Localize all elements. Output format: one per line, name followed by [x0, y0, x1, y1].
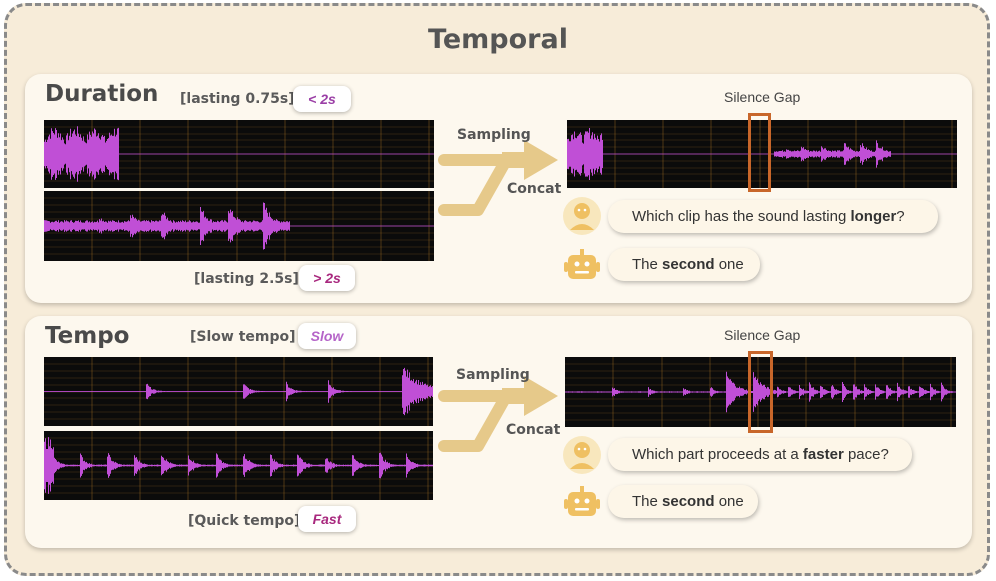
tempo-heading: Tempo	[45, 323, 130, 349]
duration-bottom-label: [lasting 2.5s]	[194, 271, 299, 287]
duration-concat-label: Concat	[507, 181, 562, 197]
duration-silence-gap-label: Silence Gap	[724, 89, 801, 105]
duration-heading: Duration	[45, 81, 159, 107]
duration-question-bubble: Which clip has the sound lasting longer?	[608, 200, 938, 233]
robot-avatar-icon	[564, 486, 600, 516]
tempo-sampling-label: Sampling	[456, 367, 530, 383]
tempo-fast-waveform	[44, 431, 433, 500]
tempo-silence-gap-label: Silence Gap	[724, 327, 801, 343]
duration-panel	[25, 74, 972, 303]
right-arrow-icon	[438, 376, 558, 452]
tempo-bottom-pill: Fast	[298, 506, 356, 532]
duration-top-pill: < 2s	[293, 86, 351, 112]
duration-long-waveform	[44, 191, 434, 261]
duration-bottom-pill: > 2s	[299, 265, 355, 291]
duration-question-text: Which clip has the sound lasting longer?	[632, 208, 905, 225]
tempo-answer-bubble: The second one	[608, 485, 758, 518]
page-title: Temporal	[428, 24, 568, 55]
user-avatar-icon	[563, 197, 601, 235]
duration-concat-waveform	[567, 120, 957, 188]
tempo-slow-waveform	[44, 357, 433, 426]
user-avatar-icon	[563, 436, 601, 474]
duration-short-waveform	[44, 120, 434, 188]
tempo-question-bubble: Which part proceeds at a faster pace?	[608, 438, 912, 471]
tempo-answer-text: The second one	[632, 493, 744, 510]
tempo-concat-waveform	[565, 357, 956, 427]
tempo-top-label: [Slow tempo]	[190, 329, 296, 345]
duration-top-label: [lasting 0.75s]	[180, 91, 295, 107]
silence-gap-box	[748, 351, 773, 433]
tempo-top-pill: Slow	[298, 323, 356, 349]
tempo-concat-label: Concat	[506, 422, 561, 438]
duration-sampling-label: Sampling	[457, 127, 531, 143]
tempo-bottom-label: [Quick tempo]	[188, 513, 301, 529]
tempo-question-text: Which part proceeds at a faster pace?	[632, 446, 889, 463]
duration-answer-text: The second one	[632, 256, 744, 273]
right-arrow-icon	[438, 140, 558, 216]
duration-answer-bubble: The second one	[608, 248, 760, 281]
silence-gap-box	[748, 113, 771, 192]
robot-avatar-icon	[564, 249, 600, 279]
